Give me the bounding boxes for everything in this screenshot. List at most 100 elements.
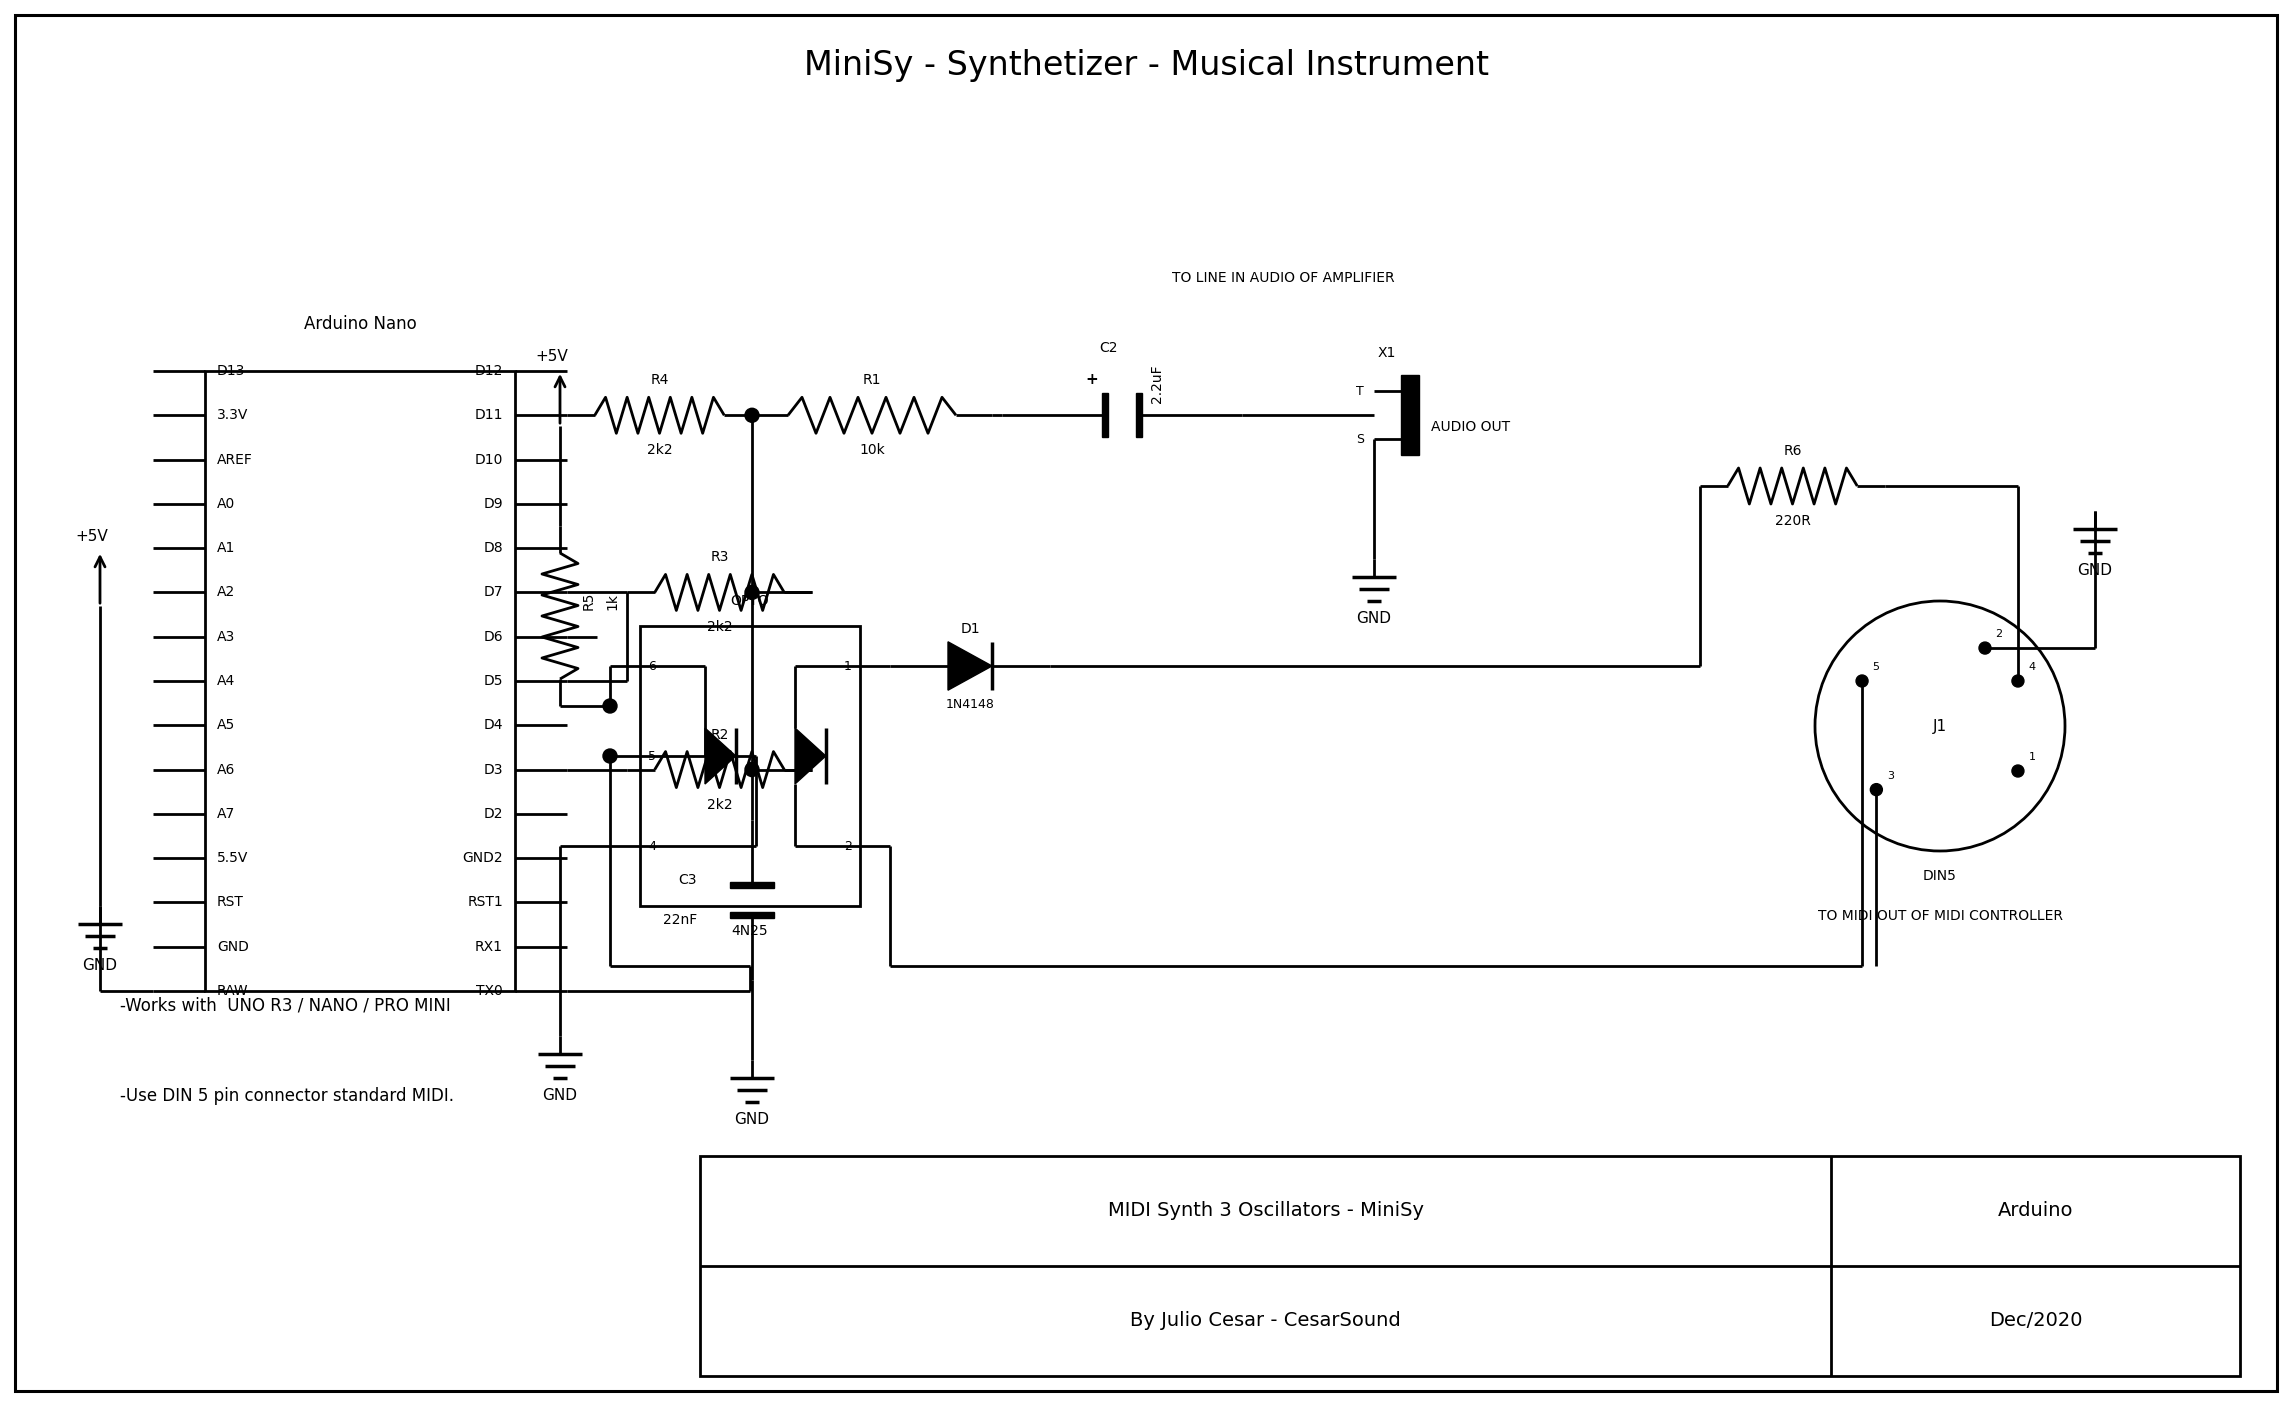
Text: 5.5V: 5.5V	[218, 851, 248, 865]
Text: 2: 2	[843, 839, 853, 852]
Text: TO LINE IN AUDIO OF AMPLIFIER: TO LINE IN AUDIO OF AMPLIFIER	[1171, 271, 1394, 285]
Text: 6: 6	[649, 659, 656, 672]
Text: TO MIDI OUT OF MIDI CONTROLLER: TO MIDI OUT OF MIDI CONTROLLER	[1818, 910, 2063, 922]
Text: D5: D5	[484, 673, 502, 688]
Text: +5V: +5V	[536, 349, 568, 364]
Text: D1: D1	[960, 621, 979, 636]
Text: RST: RST	[218, 896, 243, 910]
Text: 1N4148: 1N4148	[947, 697, 995, 711]
Text: OPTO: OPTO	[731, 593, 770, 607]
Text: 2k2: 2k2	[706, 620, 733, 634]
Text: RX1: RX1	[474, 939, 502, 953]
Text: MiniSy - Synthetizer - Musical Instrument: MiniSy - Synthetizer - Musical Instrumen…	[804, 49, 1488, 83]
Text: C2: C2	[1098, 342, 1116, 356]
Bar	[1400, 375, 1419, 456]
Text: D10: D10	[474, 453, 502, 467]
Text: 2k2: 2k2	[646, 443, 672, 457]
Text: 4N25: 4N25	[731, 924, 768, 938]
Text: T: T	[1357, 385, 1364, 398]
Text: -Use DIN 5 pin connector standard MIDI.: -Use DIN 5 pin connector standard MIDI.	[119, 1087, 454, 1105]
Text: 5: 5	[649, 749, 656, 762]
Text: D6: D6	[484, 630, 502, 644]
Bar	[729, 882, 775, 887]
Text: R4: R4	[651, 373, 669, 387]
Text: A2: A2	[218, 585, 236, 599]
Text: GND: GND	[218, 939, 250, 953]
Text: D7: D7	[484, 585, 502, 599]
Text: D9: D9	[484, 496, 502, 510]
Text: R2: R2	[711, 727, 729, 741]
Text: 220R: 220R	[1774, 515, 1811, 529]
Polygon shape	[795, 728, 825, 785]
Text: GND: GND	[2077, 562, 2113, 578]
Text: D12: D12	[474, 364, 502, 378]
Circle shape	[745, 585, 759, 599]
Circle shape	[745, 408, 759, 422]
Text: 3: 3	[1886, 770, 1893, 780]
Text: 5: 5	[1873, 662, 1879, 672]
Text: Arduino Nano: Arduino Nano	[303, 315, 417, 333]
Text: DIN5: DIN5	[1923, 869, 1957, 883]
Text: RST1: RST1	[468, 896, 502, 910]
Text: 1: 1	[843, 659, 853, 672]
Text: A7: A7	[218, 807, 236, 821]
Text: R3: R3	[711, 550, 729, 564]
Circle shape	[2012, 675, 2024, 688]
Bar	[1137, 394, 1141, 437]
Text: D4: D4	[484, 718, 502, 733]
Text: AUDIO OUT: AUDIO OUT	[1430, 420, 1510, 434]
Text: Dec/2020: Dec/2020	[1989, 1312, 2081, 1330]
Text: A3: A3	[218, 630, 236, 644]
Text: D11: D11	[474, 408, 502, 422]
Text: Arduino: Arduino	[1999, 1202, 2074, 1220]
Text: By Julio Cesar - CesarSound: By Julio Cesar - CesarSound	[1130, 1312, 1400, 1330]
Text: A5: A5	[218, 718, 236, 733]
Text: A6: A6	[218, 762, 236, 776]
Text: +5V: +5V	[76, 529, 108, 544]
Text: X1: X1	[1377, 346, 1396, 360]
Text: D13: D13	[218, 364, 245, 378]
Text: C3: C3	[678, 873, 697, 887]
Text: 1k: 1k	[605, 592, 619, 609]
Text: 4: 4	[2028, 662, 2035, 672]
Text: S: S	[1357, 433, 1364, 446]
Bar	[1102, 394, 1107, 437]
Bar	[699, 1156, 2239, 1376]
Circle shape	[603, 699, 617, 713]
Text: A4: A4	[218, 673, 236, 688]
Text: 22nF: 22nF	[662, 912, 697, 927]
Text: 4: 4	[649, 839, 656, 852]
Text: J1: J1	[1932, 718, 1948, 734]
Text: A0: A0	[218, 496, 236, 510]
Text: RAW: RAW	[218, 984, 248, 998]
Text: R1: R1	[862, 373, 880, 387]
Circle shape	[745, 762, 759, 776]
Text: +: +	[1086, 373, 1098, 387]
Circle shape	[603, 749, 617, 763]
Text: D2: D2	[484, 807, 502, 821]
Text: GND: GND	[83, 957, 117, 973]
Text: -Works with  UNO R3 / NANO / PRO MINI: -Works with UNO R3 / NANO / PRO MINI	[119, 997, 452, 1015]
Text: AREF: AREF	[218, 453, 252, 467]
Circle shape	[2012, 765, 2024, 778]
Text: R6: R6	[1783, 444, 1802, 458]
Text: 2k2: 2k2	[706, 797, 733, 811]
Text: GND: GND	[543, 1088, 578, 1102]
Text: 2: 2	[1996, 628, 2003, 640]
Text: D8: D8	[484, 541, 502, 555]
Bar	[639, 626, 860, 905]
Circle shape	[1870, 783, 1882, 796]
Text: 10k: 10k	[860, 443, 885, 457]
Polygon shape	[706, 728, 736, 785]
Text: R5: R5	[582, 592, 596, 610]
Text: 2.2uF: 2.2uF	[1151, 364, 1164, 404]
Bar	[729, 911, 775, 918]
Polygon shape	[949, 641, 992, 690]
Text: A1: A1	[218, 541, 236, 555]
Text: D3: D3	[484, 762, 502, 776]
Text: MIDI Synth 3 Oscillators - MiniSy: MIDI Synth 3 Oscillators - MiniSy	[1107, 1202, 1423, 1220]
Text: 3.3V: 3.3V	[218, 408, 248, 422]
Text: GND2: GND2	[463, 851, 502, 865]
Bar	[204, 371, 516, 991]
Text: 1: 1	[2028, 752, 2035, 762]
